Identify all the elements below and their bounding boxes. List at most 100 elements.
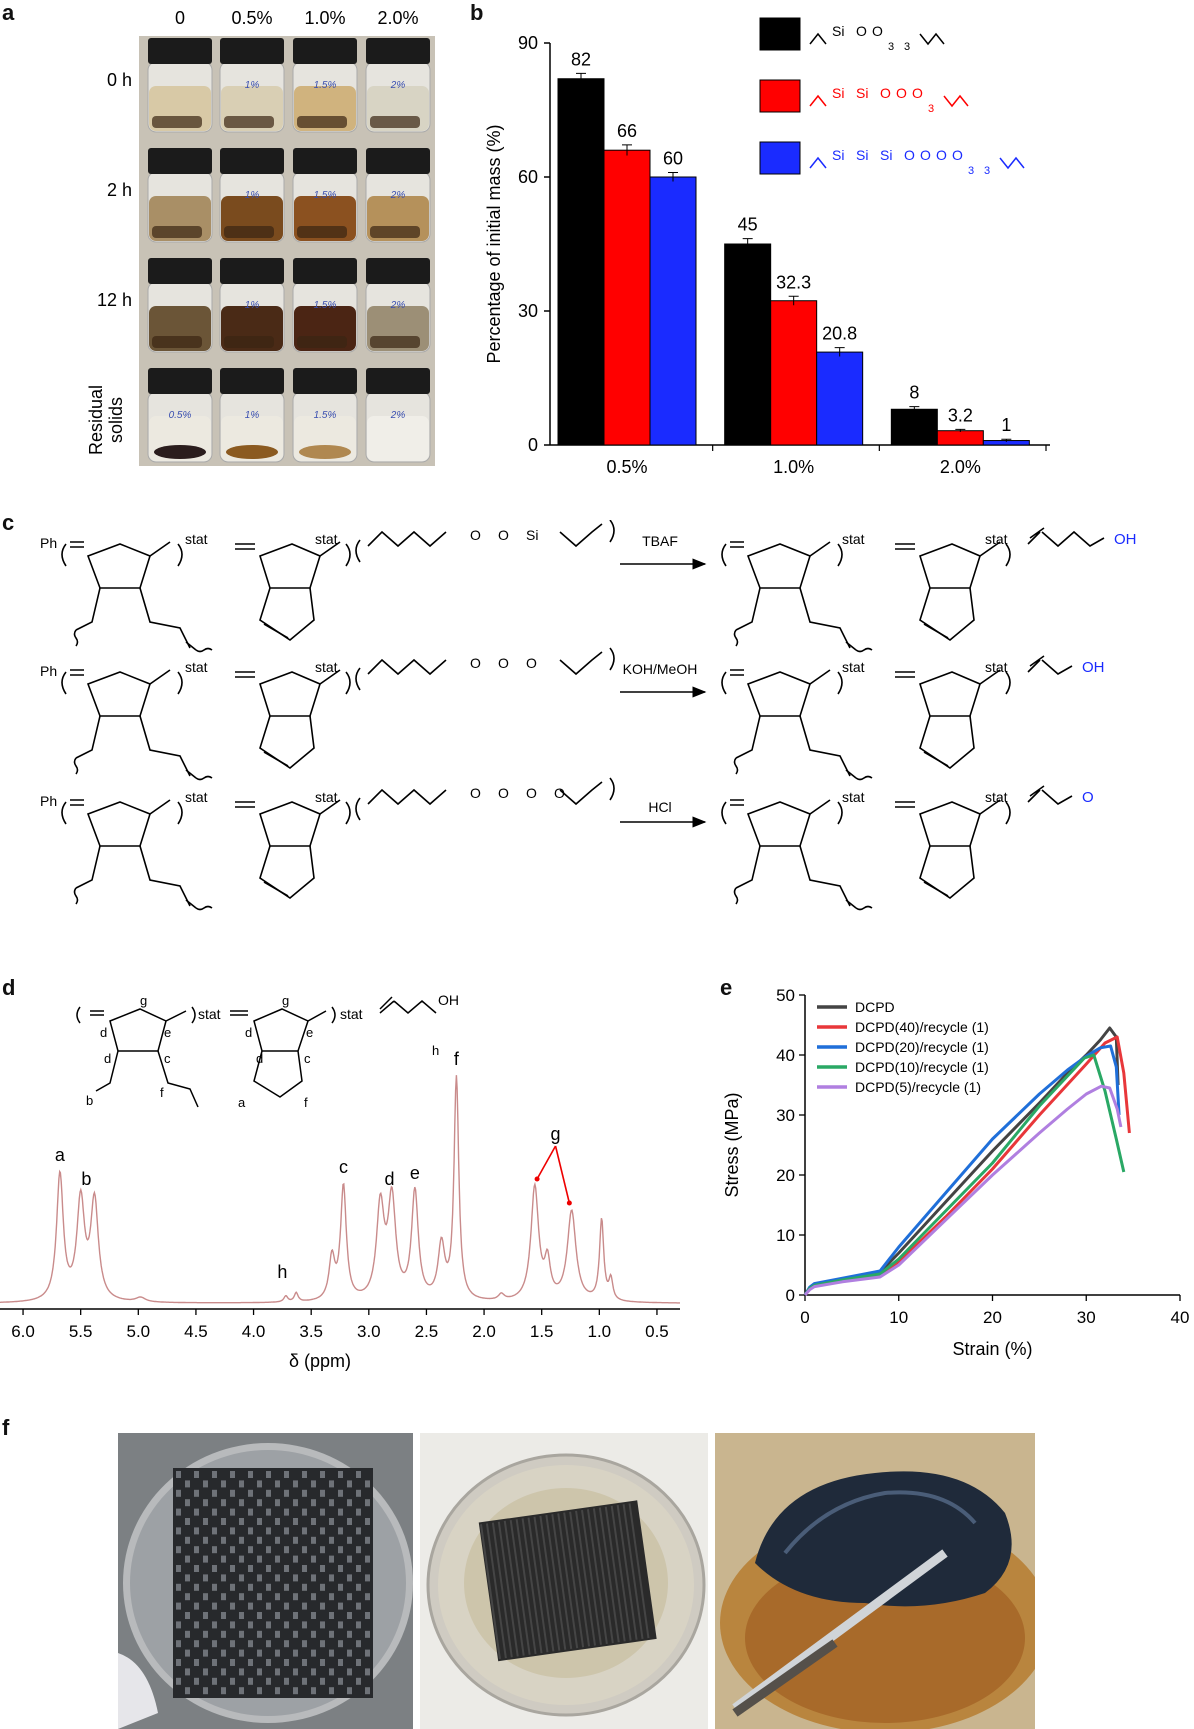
reaction-row: Ph stat stat O O O KOH/MeOH stat stat OH <box>40 647 1105 781</box>
legend-label: DCPD(10)/recycle (1) <box>855 1059 989 1075</box>
x-tick-label: 0.5 <box>645 1322 669 1341</box>
structure-label: e <box>164 1025 171 1040</box>
linker-atom: O <box>526 785 537 801</box>
bar <box>724 243 772 446</box>
vial: 1.5% <box>292 258 358 353</box>
bar-value-label: 32.3 <box>776 272 811 292</box>
y-axis-label: Percentage of initial mass (%) <box>484 124 504 363</box>
stat-label: stat <box>985 659 1008 675</box>
stress-strain-chart: 0 10 20 30 40 0 10 20 30 40 50 Strain (%) Stress (MP… <box>722 986 1190 1359</box>
x-tick-label: 2.0 <box>472 1322 496 1341</box>
panel-letter-b: b <box>470 0 484 25</box>
vial-label: 1% <box>245 80 260 91</box>
product-end-group: O <box>1082 789 1094 806</box>
bar-value-label: 3.2 <box>948 405 973 425</box>
row-label: Residualsolids <box>86 385 126 455</box>
stat-label: stat <box>315 789 338 805</box>
panel-letter-a: a <box>2 0 15 25</box>
peak-label: e <box>410 1163 420 1183</box>
peak-arrow <box>536 1145 557 1180</box>
vial-label: 2% <box>390 410 406 421</box>
legend-formula-atom: O <box>904 147 915 163</box>
linker-atom: O <box>470 655 481 671</box>
structure-label: c <box>164 1051 171 1066</box>
bar-value-label: 82 <box>571 49 591 69</box>
row-label: 2 h <box>107 180 132 200</box>
vial-label: 1.5% <box>314 300 337 311</box>
error-bar <box>668 172 678 182</box>
structure-label: OH <box>438 992 459 1008</box>
peak-label: a <box>55 1145 66 1165</box>
x-tick-label: 5.0 <box>126 1322 150 1341</box>
linker-atom: O <box>470 527 481 543</box>
legend-formula-atom: 3 <box>984 165 990 177</box>
y-tick-label: 0 <box>786 1286 795 1305</box>
structure-label: d <box>256 1051 263 1066</box>
stat-label: stat <box>842 659 865 675</box>
x-tick-label: 40 <box>1171 1308 1190 1327</box>
vial: 2% <box>365 148 431 243</box>
series-line <box>803 1044 1121 1296</box>
panel-letter-f: f <box>2 1415 10 1440</box>
legend-formula-atom: O <box>880 85 891 101</box>
legend-formula-atom: O <box>952 147 963 163</box>
legend-swatch <box>759 79 801 113</box>
x-tick-label: 2.0% <box>940 457 981 477</box>
x-tick-label: 1.0% <box>773 457 814 477</box>
y-tick-label: 30 <box>776 1106 795 1125</box>
row-label: 12 h <box>97 290 132 310</box>
x-tick-label: 6.0 <box>11 1322 35 1341</box>
column-label: 2.0% <box>377 8 418 28</box>
peak-label: h <box>277 1262 287 1282</box>
phenyl-label: Ph <box>40 793 57 809</box>
phenyl-label: Ph <box>40 535 57 551</box>
y-axis-label: Stress (MPa) <box>722 1092 742 1197</box>
linker-atom: Si <box>526 527 538 543</box>
column-label: 1.0% <box>304 8 345 28</box>
vial: 1.5% <box>292 38 358 133</box>
peak-label: b <box>81 1169 91 1189</box>
y-tick-label: 10 <box>776 1226 795 1245</box>
bar-value-label: 1 <box>1001 415 1011 435</box>
error-bar <box>909 406 920 412</box>
vial-label: 1.5% <box>314 190 337 201</box>
legend-formula-atom: Si <box>856 147 868 163</box>
vial-label: 2% <box>390 190 406 201</box>
bar <box>936 430 984 446</box>
legend-formula-atom: O <box>912 85 923 101</box>
legend-swatch <box>759 141 801 175</box>
structure-label: g <box>282 993 289 1008</box>
vial-label: 1% <box>245 300 260 311</box>
legend-formula-atom: 3 <box>968 165 974 177</box>
reagent-label: KOH/MeOH <box>623 661 698 677</box>
legend-formula-atom: O <box>936 147 947 163</box>
bar <box>770 300 818 446</box>
vial: 2% <box>365 38 431 133</box>
x-tick-label: 0.5% <box>606 457 647 477</box>
bar <box>649 176 697 446</box>
vial: 1% <box>219 368 285 463</box>
structure-label: h <box>432 1043 439 1058</box>
error-bar <box>576 72 586 85</box>
y-tick-label: 20 <box>776 1166 795 1185</box>
legend-formula-atom: 3 <box>888 41 894 53</box>
stat-label: stat <box>185 659 208 675</box>
vial-label: 0.5% <box>169 410 192 421</box>
bar-value-label: 20.8 <box>822 324 857 344</box>
x-tick-label: 1.0 <box>588 1322 612 1341</box>
linker-atom: O <box>554 785 565 801</box>
vial <box>147 38 213 133</box>
x-tick-label: 4.0 <box>242 1322 266 1341</box>
structure-label: f <box>304 1095 308 1110</box>
structure-label: a <box>238 1095 246 1110</box>
vial-label: 1.5% <box>314 80 337 91</box>
vial-label: 1.5% <box>314 410 337 421</box>
legend-formula-atom: 3 <box>928 103 934 115</box>
stat-label: stat <box>315 531 338 547</box>
legend-label: DCPD(40)/recycle (1) <box>855 1019 989 1035</box>
legend-formula-atom: O <box>896 85 907 101</box>
legend-label: DCPD(5)/recycle (1) <box>855 1079 981 1095</box>
panel-letter-c: c <box>2 510 15 535</box>
row-label: 0 h <box>107 70 132 90</box>
structure-label: f <box>160 1085 164 1100</box>
